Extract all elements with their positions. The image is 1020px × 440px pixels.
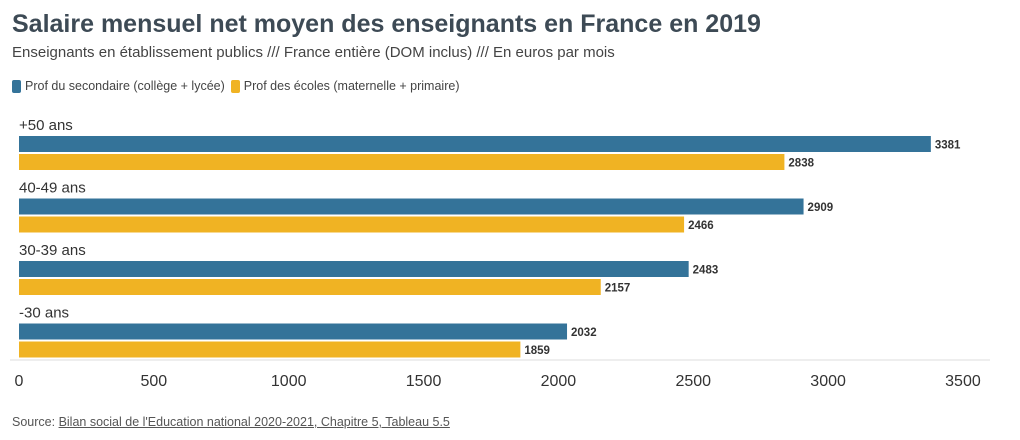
source-note: Source: Bilan social de l'Education nati… [12, 415, 450, 429]
x-tick-label: 500 [140, 373, 167, 390]
x-tick-label: 2000 [541, 373, 577, 390]
x-tick-label: 0 [15, 373, 24, 390]
bar-ecoles [19, 279, 601, 295]
category-label: 30-39 ans [19, 242, 86, 259]
bar-ecoles [19, 154, 785, 170]
chart-subtitle: Enseignants en établissement publics ///… [12, 44, 615, 61]
bar-secondaire [19, 198, 804, 215]
category-label: +50 ans [19, 117, 73, 134]
x-tick-label: 2500 [675, 373, 711, 390]
legend-item-ecoles[interactable]: Prof des écoles (maternelle + primaire) [230, 79, 460, 93]
legend-label-secondaire: Prof du secondaire (collège + lycée) [25, 79, 225, 93]
chart-legend: Prof du secondaire (collège + lycée) Pro… [12, 79, 465, 93]
x-tick-label: 3000 [810, 373, 846, 390]
legend-swatch-secondaire [12, 79, 21, 93]
bar-secondaire [19, 323, 568, 340]
bar-value-label: 2157 [605, 283, 631, 295]
bar-secondaire [19, 136, 931, 152]
bar-value-label: 2466 [688, 220, 714, 232]
legend-item-secondaire[interactable]: Prof du secondaire (collège + lycée) [12, 79, 225, 93]
bar-ecoles [19, 341, 521, 358]
category-label: -30 ans [19, 305, 69, 322]
bar-secondaire [19, 261, 689, 277]
bar-ecoles [19, 216, 685, 233]
bar-value-label: 1859 [524, 345, 550, 357]
bar-value-label: 3381 [935, 140, 961, 152]
bar-value-label: 2838 [788, 158, 814, 170]
bar-value-label: 2483 [693, 265, 719, 277]
category-label: 40-49 ans [19, 180, 86, 197]
legend-label-ecoles: Prof des écoles (maternelle + primaire) [243, 79, 460, 93]
source-link[interactable]: Bilan social de l'Education national 202… [58, 415, 450, 429]
chart-title: Salaire mensuel net moyen des enseignant… [12, 10, 761, 38]
bar-chart: +50 ans 3381 2838 40-49 ans 2909 2466 30-39 an… [10, 117, 990, 390]
x-tick-label: 1500 [406, 373, 442, 390]
bar-value-label: 2032 [571, 327, 597, 339]
x-tick-label: 1000 [271, 373, 307, 390]
x-tick-label: 3500 [945, 373, 981, 390]
bar-value-label: 2909 [808, 202, 834, 214]
source-prefix: Source: [12, 415, 59, 429]
legend-swatch-ecoles [230, 79, 240, 93]
